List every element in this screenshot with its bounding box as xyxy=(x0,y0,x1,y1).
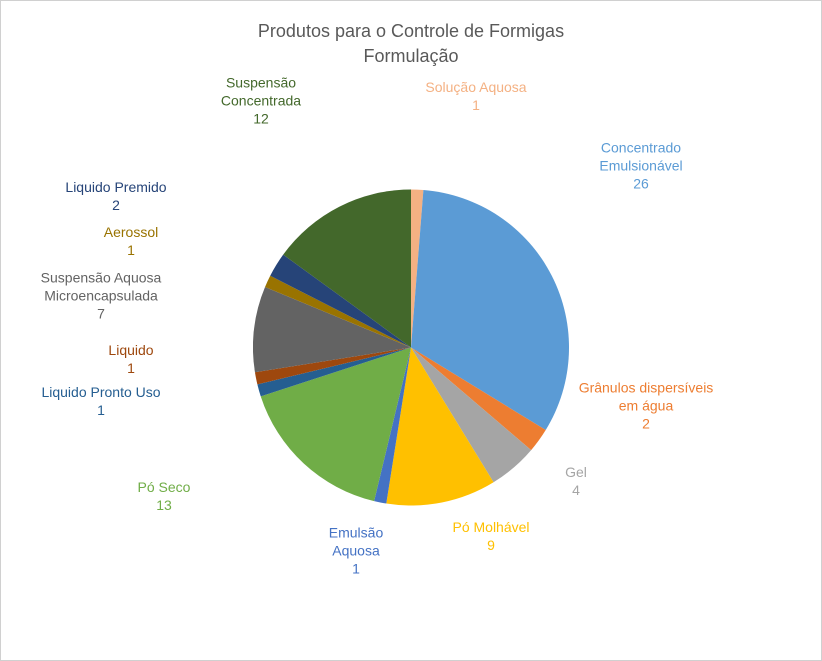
slice-label-text: Liquido xyxy=(108,341,153,359)
slice-label: Gel4 xyxy=(565,463,587,499)
slice-label-text: Solução Aquosa xyxy=(425,78,526,96)
slice-label-text: Liquido Pronto Uso xyxy=(41,383,160,401)
slice-label-value: 12 xyxy=(221,110,301,128)
slice-label-text: Grânulos dispersíveis xyxy=(579,379,714,397)
slice-label: Grânulos dispersíveisem água2 xyxy=(579,379,714,434)
slice-label-text: Aerossol xyxy=(104,223,158,241)
slice-label-text: em água xyxy=(579,397,714,415)
slice-label-text: Pó Molhável xyxy=(452,518,529,536)
chart-container: Produtos para o Controle de Formigas For… xyxy=(1,1,821,660)
slice-label-value: 9 xyxy=(452,536,529,554)
slice-label: Solução Aquosa1 xyxy=(425,78,526,114)
slice-label-text: Suspensão Aquosa xyxy=(41,269,162,287)
slice-label-value: 26 xyxy=(599,175,682,193)
slice-label: SuspensãoConcentrada12 xyxy=(221,74,301,129)
slice-label-value: 1 xyxy=(104,241,158,259)
slice-label-value: 13 xyxy=(138,496,191,514)
slice-label: Liquido Pronto Uso1 xyxy=(41,383,160,419)
slice-label-text: Emulsionável xyxy=(599,157,682,175)
slice-label: Liquido Premido2 xyxy=(65,178,166,214)
slice-label-text: Pó Seco xyxy=(138,478,191,496)
slice-label-value: 2 xyxy=(579,415,714,433)
slice-label-value: 7 xyxy=(41,305,162,323)
slice-label-value: 1 xyxy=(425,96,526,114)
slice-label: Suspensão AquosaMicroencapsulada7 xyxy=(41,269,162,324)
slice-label-text: Aquosa xyxy=(329,542,383,560)
slice-label-value: 1 xyxy=(329,560,383,578)
slice-label-value: 2 xyxy=(65,196,166,214)
slice-label: Pó Seco13 xyxy=(138,478,191,514)
slice-label: ConcentradoEmulsionável26 xyxy=(599,139,682,194)
slice-label-text: Concentrada xyxy=(221,92,301,110)
slice-label-text: Emulsão xyxy=(329,524,383,542)
slice-label: Aerossol1 xyxy=(104,223,158,259)
slice-label-text: Gel xyxy=(565,463,587,481)
slice-label: Liquido1 xyxy=(108,341,153,377)
slice-label-text: Microencapsulada xyxy=(41,287,162,305)
slice-label: EmulsãoAquosa1 xyxy=(329,524,383,579)
slice-label: Pó Molhável9 xyxy=(452,518,529,554)
slice-label-text: Concentrado xyxy=(599,139,682,157)
slice-label-text: Liquido Premido xyxy=(65,178,166,196)
slice-label-text: Suspensão xyxy=(221,74,301,92)
pie-chart xyxy=(253,190,569,511)
chart-subtitle: Formulação xyxy=(21,46,801,67)
slice-label-value: 1 xyxy=(41,401,160,419)
slice-label-value: 4 xyxy=(565,481,587,499)
slice-label-value: 1 xyxy=(108,359,153,377)
chart-title: Produtos para o Controle de Formigas xyxy=(21,21,801,42)
